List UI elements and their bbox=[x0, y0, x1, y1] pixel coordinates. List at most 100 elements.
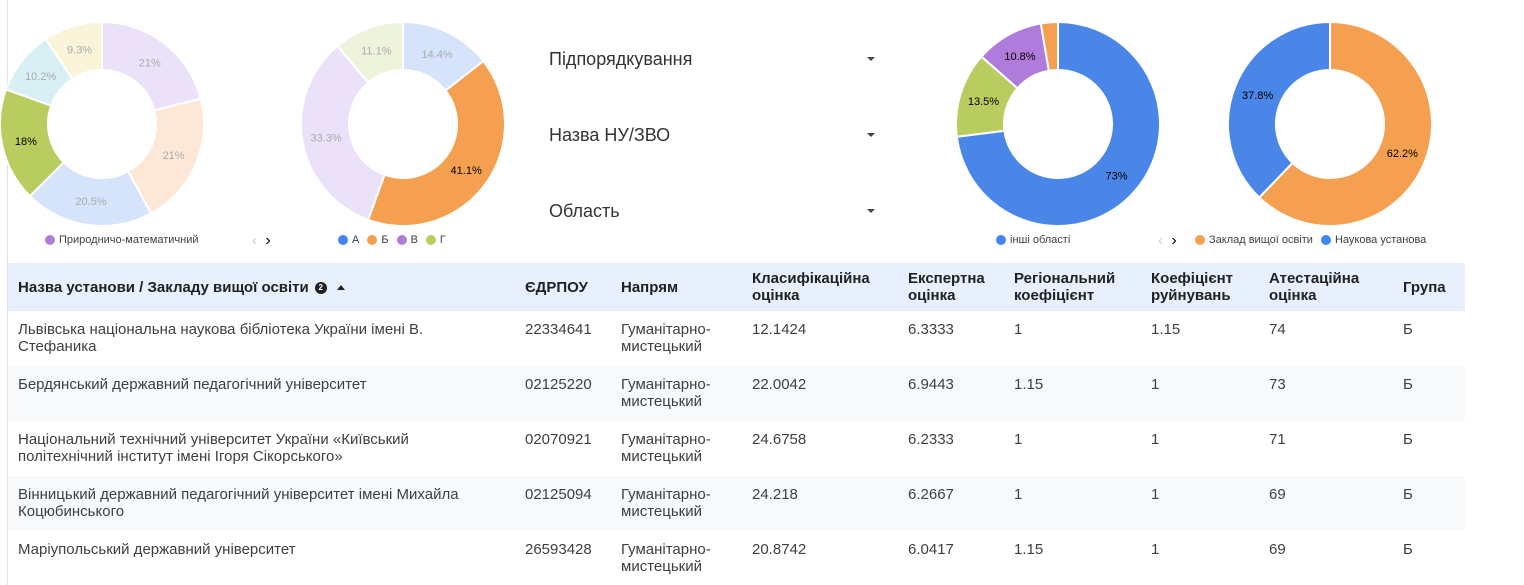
typ-donut[interactable]: 62.2% 37.8% bbox=[1220, 0, 1440, 235]
napryam-legend-pager[interactable]: ‹ › bbox=[252, 232, 271, 250]
cell-name: Вінницький державний педагогічний універ… bbox=[18, 486, 459, 520]
legend-item[interactable]: Б bbox=[367, 234, 389, 246]
filter-label: Область bbox=[549, 200, 620, 221]
cell-napryam: Гуманітарно-мистецький bbox=[621, 321, 711, 355]
cell-edrpou: 22334641 bbox=[525, 321, 592, 338]
grupa-legend: А Б В Г bbox=[338, 234, 454, 246]
table-row[interactable]: Національний технічний університет Украї… bbox=[8, 421, 1465, 476]
cell-klas: 20.8742 bbox=[752, 541, 807, 558]
sort-asc-icon[interactable] bbox=[336, 285, 345, 291]
cell-grupa: Б bbox=[1403, 486, 1413, 503]
donut-slice-label: 33.3% bbox=[311, 133, 342, 145]
cell-edrpou: 02125220 bbox=[525, 376, 592, 393]
filter-pidporiadkuvannia[interactable]: Підпорядкування bbox=[549, 44, 879, 74]
legend-swatch-icon bbox=[996, 235, 1006, 245]
donut-slice[interactable] bbox=[1039, 20, 1059, 72]
donut-slice-label: 11.1% bbox=[361, 46, 392, 58]
legend-item[interactable]: В bbox=[396, 234, 418, 246]
legend-label: Природничо-математичний bbox=[59, 234, 199, 246]
column-header-grupa[interactable]: Група bbox=[1403, 278, 1446, 296]
donut-slice[interactable] bbox=[300, 44, 386, 222]
cell-ekspert: 6.2667 bbox=[908, 486, 954, 503]
pager-prev-icon[interactable]: ‹ bbox=[1158, 232, 1164, 249]
cell-grupa: Б bbox=[1403, 321, 1413, 338]
column-header-atest[interactable]: Атестаційна оцінка bbox=[1269, 270, 1360, 304]
column-header-edrpou[interactable]: ЄДРПОУ bbox=[525, 278, 588, 296]
donut-slice[interactable] bbox=[336, 20, 404, 85]
donut-slice-label: 21% bbox=[139, 57, 161, 69]
donut-slice-label: 20.5% bbox=[75, 196, 106, 208]
column-header-label: Назва установи / Закладу вищої освіти bbox=[18, 278, 309, 296]
donut-slice-label: 62.2% bbox=[1387, 148, 1418, 160]
cell-klas: 12.1424 bbox=[752, 321, 807, 338]
column-header-region[interactable]: Регіональний коефіцієнт bbox=[1014, 270, 1116, 304]
cell-name: Львівська національна наукова бібліотека… bbox=[18, 321, 424, 355]
legend-swatch-icon bbox=[338, 235, 348, 245]
napryam-donut[interactable]: 21% 21% 20.5% 18% 10.2% 9.3% bbox=[0, 0, 210, 235]
legend-label: А bbox=[352, 234, 360, 246]
cell-grupa: Б bbox=[1403, 431, 1413, 448]
filter-nazva[interactable]: Назва НУ/ЗВО bbox=[549, 120, 879, 150]
grupa-donut[interactable]: 14.4% 41.1% 33.3% 11.1% bbox=[290, 0, 520, 235]
donut-slice[interactable] bbox=[955, 20, 1161, 227]
legend-swatch-icon bbox=[45, 235, 55, 245]
column-header-ruin[interactable]: Коефіцієнт руйнувань bbox=[1151, 270, 1234, 304]
donut-slice-label: 10.2% bbox=[25, 71, 56, 83]
dropdown-caret-icon[interactable] bbox=[867, 209, 875, 213]
cell-napryam: Гуманітарно-мистецький bbox=[621, 541, 711, 575]
pager-next-icon[interactable]: › bbox=[265, 232, 271, 249]
donut-slice[interactable] bbox=[44, 20, 103, 81]
cell-region: 1.15 bbox=[1014, 376, 1044, 393]
cell-atest: 71 bbox=[1269, 431, 1286, 448]
column-header-ekspert[interactable]: Експертна оцінка bbox=[908, 270, 985, 304]
legend-item[interactable]: Природничо-математичний bbox=[45, 234, 199, 246]
column-header-klas[interactable]: Класифікаційна оцінка bbox=[752, 270, 870, 304]
legend-item[interactable]: А bbox=[338, 234, 359, 246]
legend-swatch-icon bbox=[1195, 235, 1205, 245]
dropdown-caret-icon[interactable] bbox=[867, 57, 875, 61]
filter-label: Підпорядкування bbox=[549, 48, 693, 69]
cell-atest: 69 bbox=[1269, 541, 1286, 558]
results-table: Назва установи / Закладу вищої освіти 2 Є… bbox=[8, 263, 1465, 585]
donut-slice[interactable] bbox=[366, 59, 506, 227]
pager-next-icon[interactable]: › bbox=[1171, 232, 1177, 249]
cell-ruin: 1 bbox=[1151, 376, 1160, 393]
cell-napryam: Гуманітарно-мистецький bbox=[621, 431, 711, 465]
table-row[interactable]: Вінницький державний педагогічний універ… bbox=[8, 476, 1465, 531]
cell-ekspert: 6.0417 bbox=[908, 541, 954, 558]
filter-oblast[interactable]: Область bbox=[549, 196, 879, 226]
table-row[interactable]: Бердянський державний педагогічний уніве… bbox=[8, 366, 1465, 421]
donut-slice-label: 14.4% bbox=[422, 49, 453, 61]
donut-slice[interactable] bbox=[1227, 20, 1331, 199]
pager-prev-icon[interactable]: ‹ bbox=[252, 232, 258, 249]
cell-atest: 69 bbox=[1269, 486, 1286, 503]
cell-napryam: Гуманітарно-мистецький bbox=[621, 376, 711, 410]
cell-klas: 24.218 bbox=[752, 486, 798, 503]
cell-region: 1 bbox=[1014, 321, 1023, 338]
cell-region: 1.15 bbox=[1014, 541, 1044, 558]
typ-legend-pager[interactable]: ‹ › bbox=[1158, 232, 1177, 250]
cell-ruin: 1 bbox=[1151, 431, 1160, 448]
table-row[interactable]: Маріупольський державний університет 2659… bbox=[8, 531, 1465, 585]
legend-item[interactable]: Г bbox=[425, 234, 446, 246]
cell-region: 1 bbox=[1014, 486, 1023, 503]
donut-slice[interactable] bbox=[1257, 20, 1433, 227]
legend-swatch-icon bbox=[425, 235, 436, 245]
cell-klas: 24.6758 bbox=[752, 431, 807, 448]
table-row[interactable]: Львівська національна наукова бібліотека… bbox=[8, 311, 1465, 366]
legend-item[interactable]: інші області bbox=[996, 234, 1070, 246]
cell-ruin: 1.15 bbox=[1151, 321, 1181, 338]
column-header-napryam[interactable]: Напрям bbox=[621, 278, 679, 296]
cell-grupa: Б bbox=[1403, 541, 1413, 558]
legend-item[interactable]: Наукова установа bbox=[1320, 234, 1426, 246]
legend-swatch-icon bbox=[367, 235, 378, 245]
cell-napryam: Гуманітарно-мистецький bbox=[621, 486, 711, 520]
cell-edrpou: 02125094 bbox=[525, 486, 592, 503]
legend-label: Г bbox=[439, 234, 446, 246]
legend-label: Заклад вищої освіти bbox=[1209, 234, 1313, 246]
oblast-donut[interactable]: 73% 13.5% 10.8% bbox=[950, 0, 1170, 235]
column-header-name[interactable]: Назва установи / Закладу вищої освіти 2 bbox=[8, 263, 515, 311]
donut-slice-label: 18% bbox=[15, 136, 37, 148]
legend-item[interactable]: Заклад вищої освіти bbox=[1195, 234, 1313, 246]
dropdown-caret-icon[interactable] bbox=[867, 133, 875, 137]
